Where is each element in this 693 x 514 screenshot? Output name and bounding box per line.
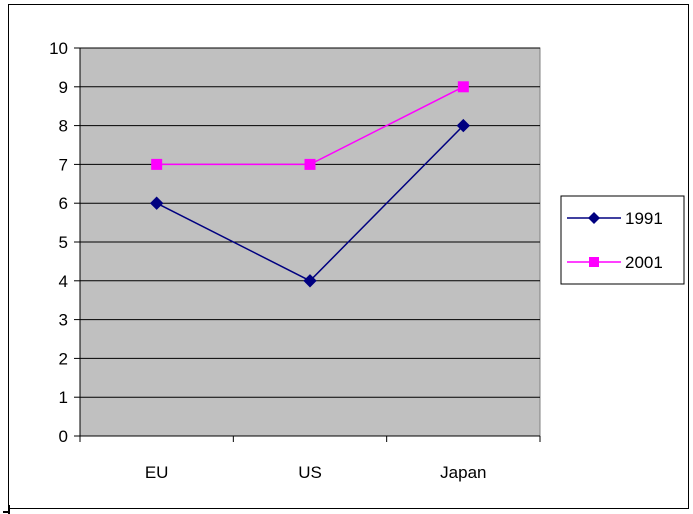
series-layer — [149, 81, 471, 288]
legend-box — [560, 195, 685, 285]
legend-marker-2001 — [589, 257, 599, 267]
y-tick-label: 2 — [59, 349, 68, 368]
data-point-1991 — [149, 196, 164, 210]
y-tick-labels: 0 1 2 3 4 5 6 7 8 9 10 — [49, 39, 68, 446]
y-tick-label: 9 — [59, 78, 68, 97]
y-tick-label: 0 — [59, 427, 68, 446]
axes — [74, 47, 541, 442]
x-tick-labels: EU US Japan — [145, 463, 487, 482]
y-tick-label: 3 — [59, 311, 68, 330]
data-point-2001 — [457, 81, 469, 93]
data-point-2001 — [304, 158, 316, 170]
x-tick-label: EU — [145, 463, 169, 482]
y-tick-label: 6 — [59, 194, 68, 213]
x-tick-label: US — [298, 463, 322, 482]
legend: 1991 2001 — [560, 195, 685, 285]
legend-label-2001: 2001 — [625, 253, 663, 272]
y-tick-label: 7 — [59, 155, 68, 174]
y-tick-label: 8 — [59, 117, 68, 136]
y-tick-label: 10 — [49, 39, 68, 58]
legend-marker-1991 — [588, 212, 600, 224]
data-point-1991 — [456, 118, 471, 133]
data-point-1991 — [303, 274, 317, 288]
y-tick-label: 5 — [59, 233, 68, 252]
corner-mark — [8, 505, 10, 514]
data-point-2001 — [151, 158, 163, 170]
y-tick-label: 4 — [59, 272, 68, 291]
y-tick-label: 1 — [59, 388, 68, 407]
legend-label-1991: 1991 — [625, 209, 663, 228]
corner-mark — [3, 511, 10, 513]
x-tick-label: Japan — [440, 463, 486, 482]
